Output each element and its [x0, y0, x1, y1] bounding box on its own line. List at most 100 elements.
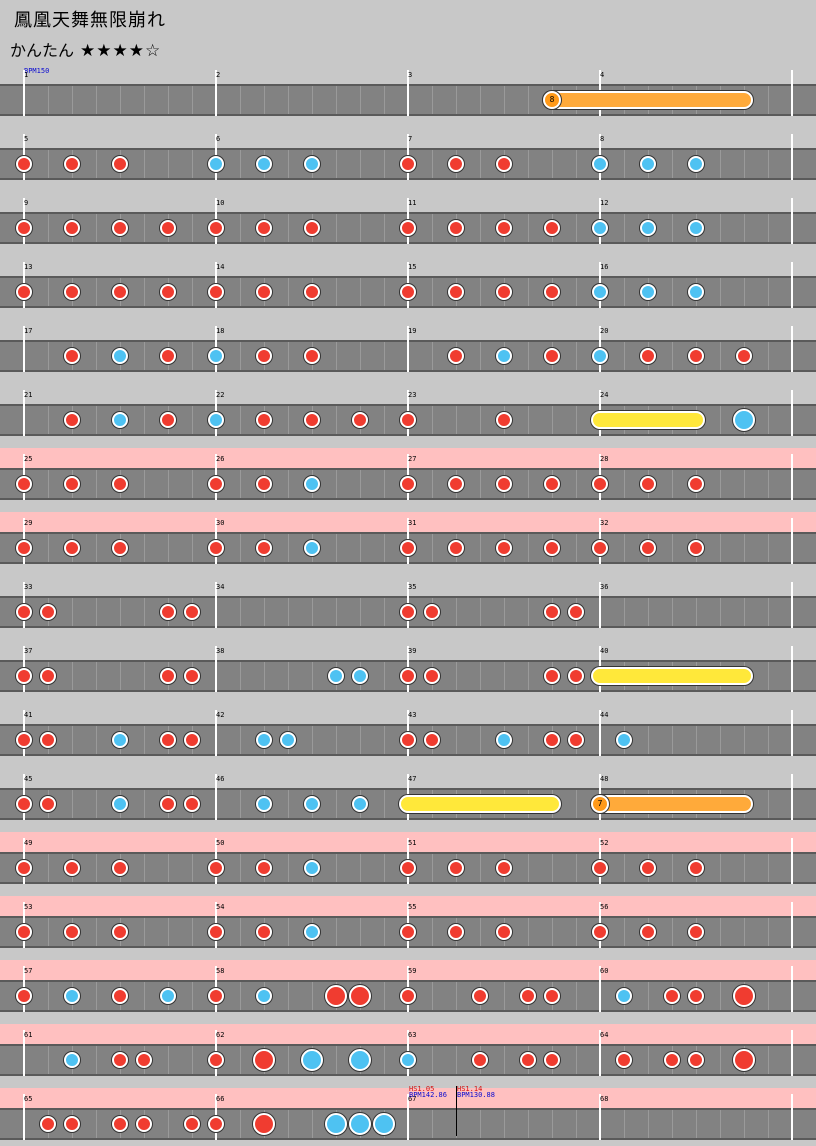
beat-gridline	[48, 470, 49, 498]
measure-number: 3	[408, 71, 413, 79]
beat-gridline	[144, 598, 145, 626]
bar-line	[23, 326, 25, 372]
beat-gridline	[744, 214, 745, 242]
big-ka-note	[301, 1049, 323, 1071]
don-note	[400, 924, 416, 940]
beat-gridline	[288, 534, 289, 562]
measure-number: 16	[600, 263, 609, 271]
beat-gridline	[720, 150, 721, 178]
don-note	[496, 284, 512, 300]
big-don-note	[733, 985, 755, 1007]
beat-gridline	[672, 598, 673, 626]
measure-number: 66	[216, 1095, 225, 1103]
don-note	[400, 220, 416, 236]
don-note	[160, 284, 176, 300]
don-note	[520, 1052, 536, 1068]
measure-number: 9	[24, 199, 29, 207]
don-note	[448, 860, 464, 876]
don-note	[160, 220, 176, 236]
don-note	[256, 924, 272, 940]
beat-gridline	[768, 150, 769, 178]
beat-gridline	[432, 918, 433, 946]
beat-gridline	[456, 86, 457, 114]
don-note	[40, 796, 56, 812]
ka-note	[304, 540, 320, 556]
chart-row: 5 6 7 8	[0, 128, 816, 186]
don-note	[184, 1116, 200, 1132]
don-note	[208, 1052, 224, 1068]
ka-note	[592, 284, 608, 300]
beat-gridline	[480, 214, 481, 242]
ka-note	[112, 732, 128, 748]
ka-note	[640, 156, 656, 172]
don-note	[64, 1116, 80, 1132]
beat-gridline	[744, 534, 745, 562]
beat-gridline	[312, 598, 313, 626]
measure-number: 13	[24, 263, 33, 271]
beat-gridline	[432, 854, 433, 882]
beat-gridline	[648, 1046, 649, 1074]
beat-gridline	[720, 342, 721, 370]
beat-gridline	[672, 726, 673, 754]
beat-gridline	[240, 278, 241, 306]
measure-number: 4	[600, 71, 605, 79]
beat-gridline	[432, 150, 433, 178]
don-note	[568, 668, 584, 684]
bar-line	[23, 1030, 25, 1076]
beat-gridline	[576, 470, 577, 498]
don-note	[112, 220, 128, 236]
beat-gridline	[96, 342, 97, 370]
beat-gridline	[648, 1110, 649, 1138]
don-note	[544, 988, 560, 1004]
beat-gridline	[288, 598, 289, 626]
beat-gridline	[768, 918, 769, 946]
beat-gridline	[240, 1110, 241, 1138]
beat-gridline	[240, 406, 241, 434]
beat-gridline	[768, 662, 769, 690]
beat-gridline	[144, 342, 145, 370]
don-note	[568, 604, 584, 620]
balloon-note	[543, 91, 753, 109]
don-note	[448, 284, 464, 300]
beat-gridline	[648, 726, 649, 754]
beat-gridline	[288, 854, 289, 882]
don-note	[112, 284, 128, 300]
beat-gridline	[768, 342, 769, 370]
don-note	[472, 988, 488, 1004]
beat-gridline	[192, 854, 193, 882]
bar-line	[791, 710, 793, 756]
beat-gridline	[456, 598, 457, 626]
don-note	[664, 1052, 680, 1068]
drumroll-note	[591, 667, 753, 685]
beat-gridline	[384, 534, 385, 562]
measure-number: 32	[600, 519, 609, 527]
don-note	[640, 540, 656, 556]
beat-gridline	[720, 854, 721, 882]
beat-gridline	[432, 982, 433, 1010]
beat-gridline	[360, 342, 361, 370]
beat-gridline	[360, 854, 361, 882]
bar-line	[215, 70, 217, 116]
beat-gridline	[48, 918, 49, 946]
measure-number: 22	[216, 391, 225, 399]
beat-gridline	[432, 342, 433, 370]
measure-number: 56	[600, 903, 609, 911]
balloon-count: 7	[591, 795, 609, 813]
beat-gridline	[48, 982, 49, 1010]
beat-gridline	[552, 918, 553, 946]
beat-gridline	[504, 598, 505, 626]
measure-number: 33	[24, 583, 33, 591]
beat-gridline	[192, 406, 193, 434]
beat-gridline	[192, 278, 193, 306]
don-note	[112, 476, 128, 492]
beat-gridline	[264, 598, 265, 626]
beat-gridline	[768, 534, 769, 562]
beat-gridline	[384, 918, 385, 946]
beat-gridline	[576, 534, 577, 562]
measure-number: 28	[600, 455, 609, 463]
measure-number: 15	[408, 263, 417, 271]
beat-gridline	[768, 1110, 769, 1138]
beat-gridline	[120, 598, 121, 626]
beat-gridline	[96, 86, 97, 114]
bar-line	[599, 1030, 601, 1076]
